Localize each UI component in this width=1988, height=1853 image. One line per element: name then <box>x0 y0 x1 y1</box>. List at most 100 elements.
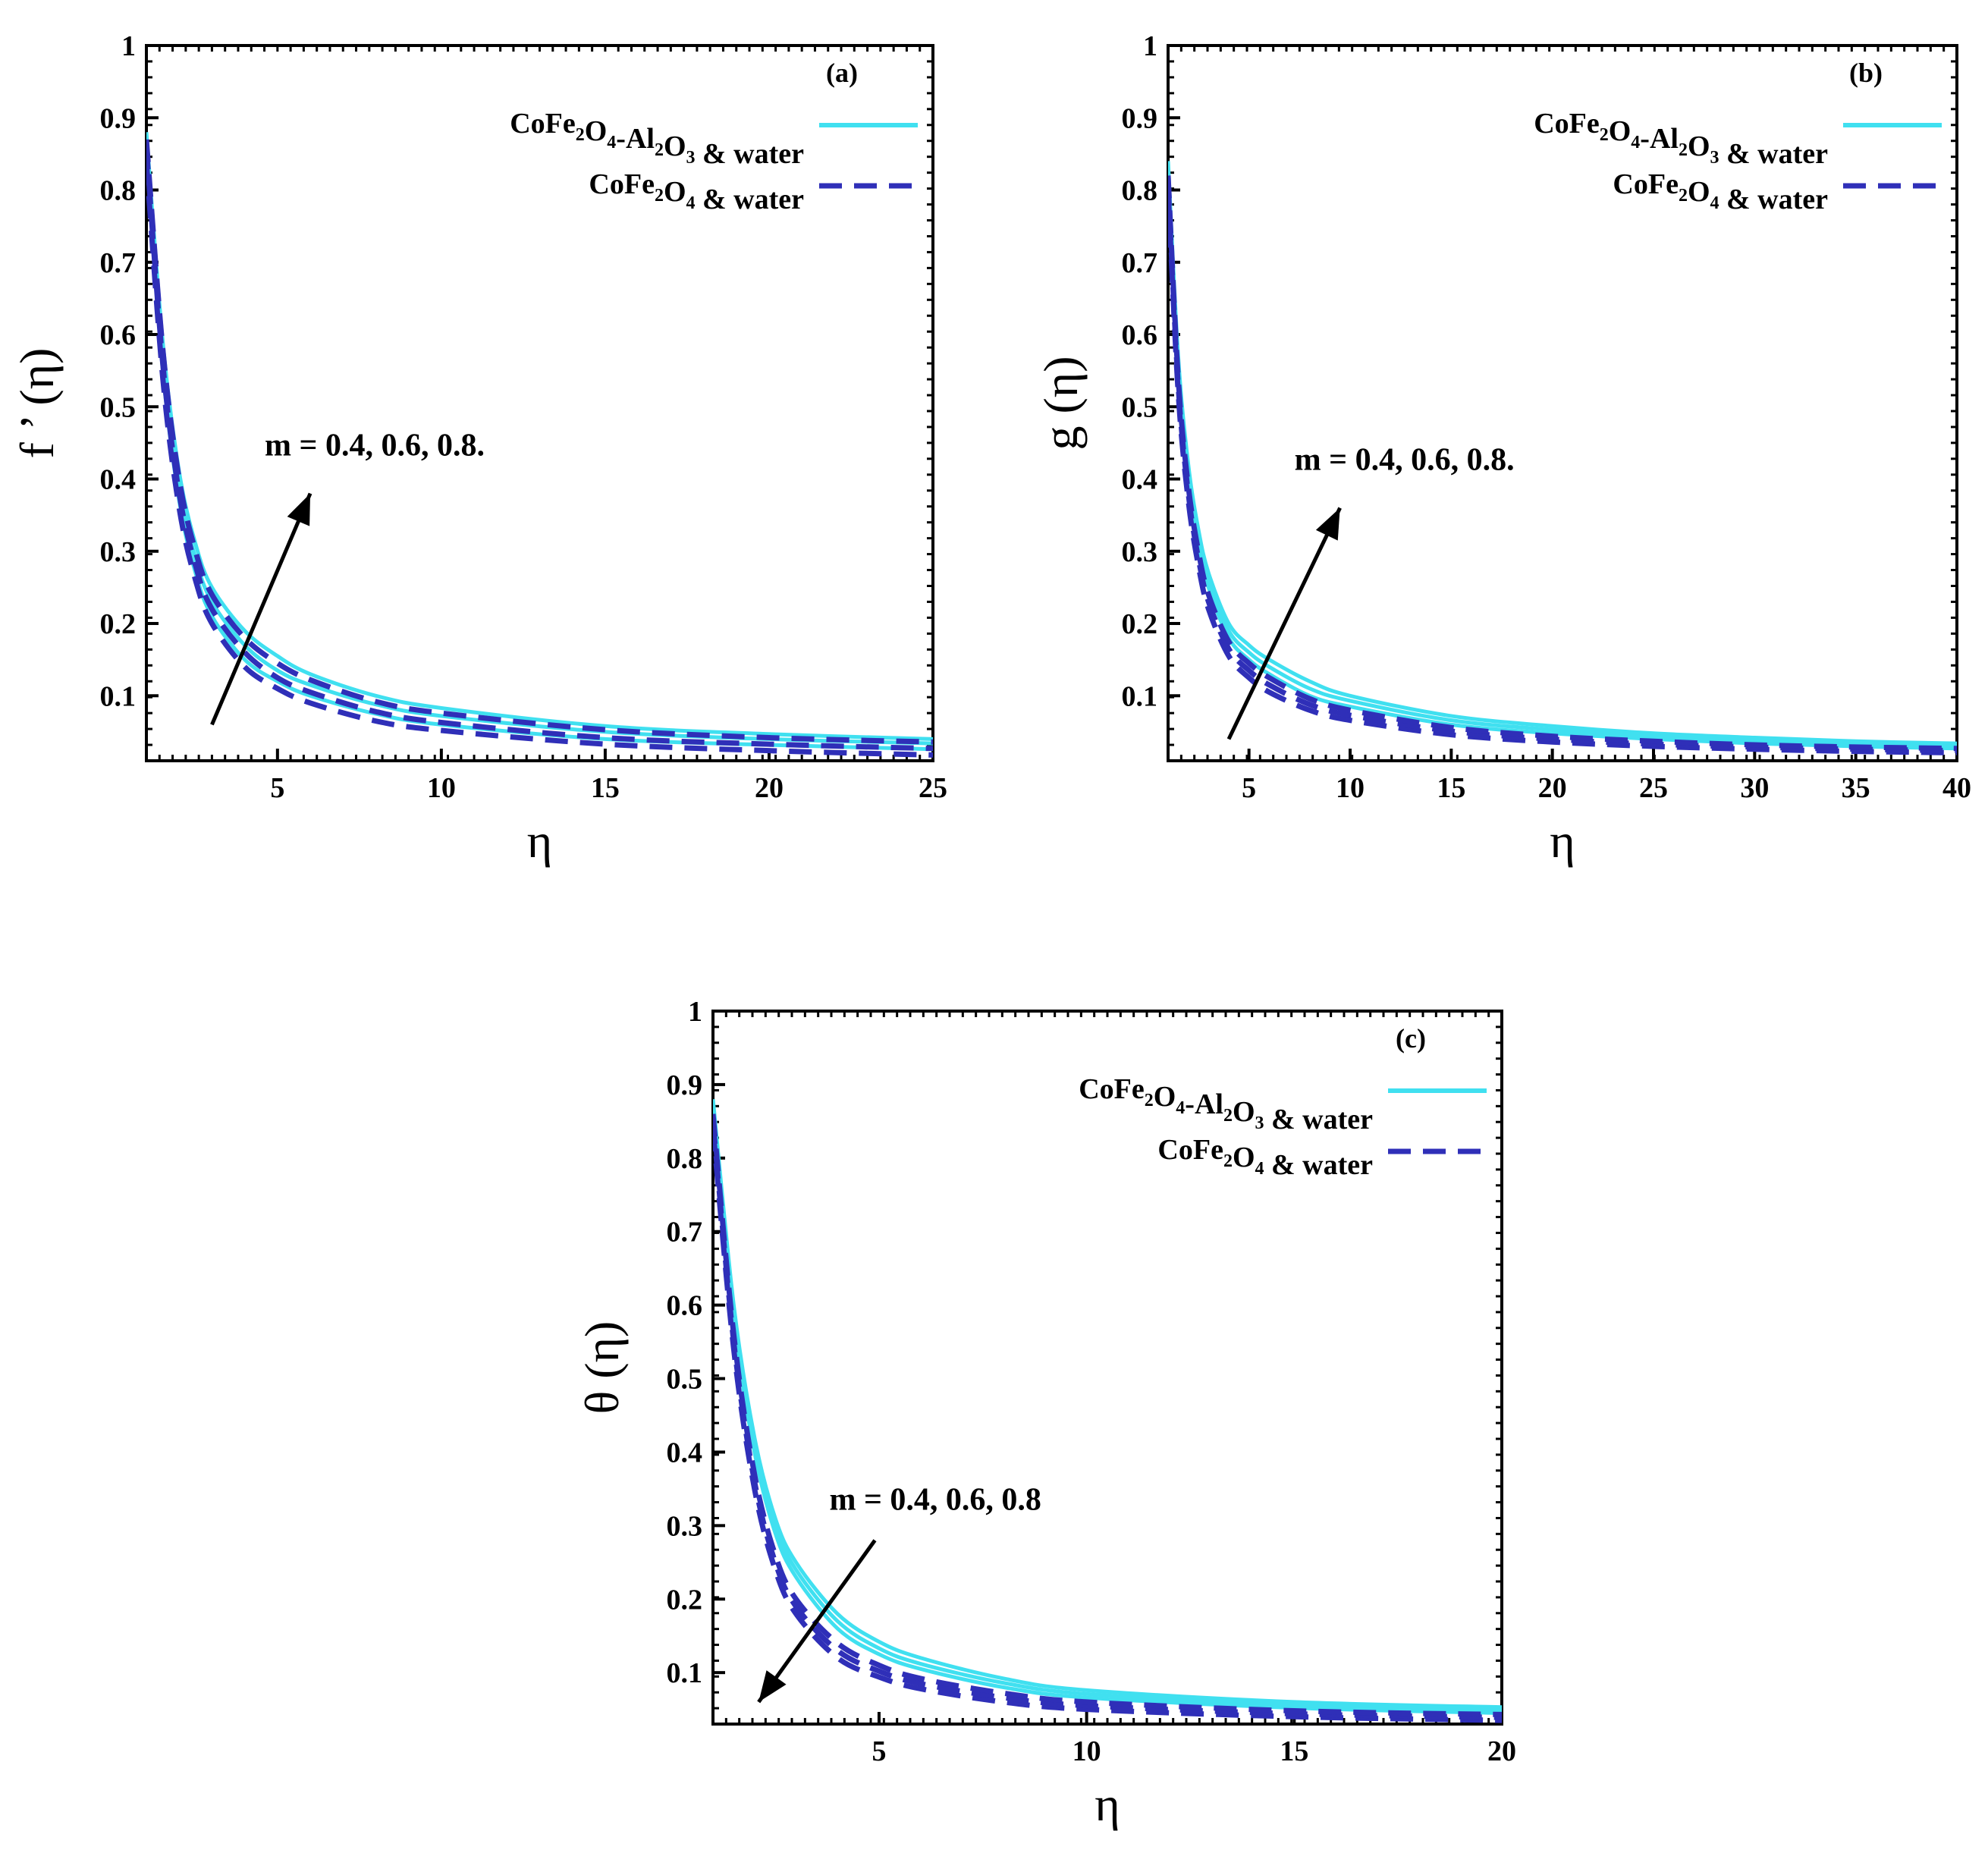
legend-text-part: -Al <box>616 123 655 155</box>
panel-tag: (b) <box>1849 58 1883 88</box>
series-group <box>146 132 933 758</box>
y-tick-label: 0.3 <box>667 1510 703 1542</box>
chart-panel-a: 5 10 15 20 25 0.1 0.2 0.3 0.4 0.5 0.6 0.7 0.8 0.9 1 η f … <box>10 30 947 868</box>
x-axis-label: η <box>1094 1777 1120 1831</box>
y-tick-label: 0.7 <box>100 247 137 279</box>
x-tick-label: 20 <box>1538 772 1567 804</box>
y-tick-label: 0.8 <box>1122 175 1158 207</box>
x-tick-label: 35 <box>1842 772 1870 804</box>
plot-frame <box>1167 44 1958 762</box>
legend-text-part: 3 <box>686 148 696 168</box>
legend-text-part: 4 <box>686 193 696 213</box>
legend-text-part: 2 <box>655 140 664 160</box>
y-tick-label: 0.3 <box>1122 536 1158 568</box>
legend-text-part: & water <box>696 138 805 170</box>
y-tick-label: 0.2 <box>1122 608 1158 640</box>
y-tick-label: 0.1 <box>100 680 137 712</box>
y-tick-label: 0.5 <box>1122 391 1158 423</box>
legend-text-part: O <box>1688 130 1710 162</box>
x-tick-label: 5 <box>872 1735 886 1767</box>
y-tick-label: 0.9 <box>667 1069 703 1101</box>
legend-text-part: 2 <box>1679 140 1688 160</box>
y-tick-label: 0.2 <box>100 608 137 640</box>
legend-text-part: 4 <box>607 133 616 152</box>
series-line-hybrid-m0.8 <box>1168 161 1957 746</box>
legend-text-part: & water <box>1264 1149 1374 1181</box>
y-tick-label: 0.6 <box>667 1290 703 1322</box>
y-tick-label: 1 <box>688 996 702 1028</box>
y-tick-label: 0.3 <box>100 536 137 568</box>
legend-text-part: 2 <box>576 125 585 145</box>
legend-text-part: & water <box>1264 1104 1374 1135</box>
y-tick-label: 0.6 <box>1122 319 1158 351</box>
legend-text-part: O <box>1233 1142 1255 1173</box>
legend-text-part: O <box>664 130 686 162</box>
y-tick-label: 0.7 <box>1122 247 1158 279</box>
y-tick-label: 0.7 <box>667 1217 703 1248</box>
legend-text-part: 4 <box>1631 133 1640 152</box>
minor-ticks <box>1168 46 1957 761</box>
minor-ticks <box>713 1011 1502 1724</box>
legend-text-part: CoFe <box>1534 108 1600 140</box>
legend-text-part: & water <box>1719 184 1829 215</box>
legend-text-part: -Al <box>1185 1088 1223 1120</box>
legend-text-part: CoFe <box>1613 168 1679 200</box>
legend-text-part: 3 <box>1710 148 1719 168</box>
legend-entry: CoFe2O4-Al2O3 & water <box>510 108 804 170</box>
y-tick-label: 0.4 <box>100 464 137 496</box>
y-tick-label: 0.1 <box>1122 680 1158 712</box>
x-tick-label: 20 <box>755 772 784 804</box>
y-tick-label: 0.1 <box>667 1657 703 1689</box>
series-line-mono-m0.4 <box>713 1128 1502 1723</box>
annotation-arrow <box>1226 507 1342 740</box>
x-tick-label: 15 <box>1437 772 1465 804</box>
legend-text-part: 2 <box>1145 1091 1154 1110</box>
series-line-hybrid-m0.8 <box>146 132 933 741</box>
y-tick-label: 0.9 <box>1122 102 1158 134</box>
panel-tag: (a) <box>826 58 858 88</box>
legend-text-part: CoFe <box>1157 1134 1223 1166</box>
x-tick-label: 5 <box>1242 772 1256 804</box>
legend-text-part: CoFe <box>510 108 576 140</box>
y-tick-label: 0.8 <box>100 175 137 207</box>
chart-panel-c: 5 10 15 20 0.1 0.2 0.3 0.4 0.5 0.6 0.7 0.8 0.9 1 η θ (η… <box>575 996 1516 1831</box>
y-tick-label: 0.8 <box>667 1143 703 1175</box>
x-tick-label: 15 <box>1280 1735 1308 1767</box>
series-line-mono-m0.4 <box>146 161 933 758</box>
legend-text-part: 2 <box>1679 186 1688 206</box>
legend-text-part: 4 <box>1176 1098 1185 1118</box>
legend-text-part: 2 <box>1600 125 1609 145</box>
series-group <box>713 1099 1502 1723</box>
legend-text-part: O <box>1233 1096 1255 1128</box>
y-tick-label: 0.5 <box>100 391 137 423</box>
legend-text-part: CoFe <box>1079 1073 1145 1105</box>
series-line-hybrid-m0.6 <box>1168 168 1957 748</box>
y-axis-label: θ (η) <box>575 1321 629 1415</box>
legend-text-part: 2 <box>1223 1151 1233 1171</box>
x-tick-label: 5 <box>270 772 284 804</box>
x-tick-label: 10 <box>427 772 456 804</box>
x-tick-label: 10 <box>1073 1735 1101 1767</box>
legend-text-part: & water <box>1719 138 1829 170</box>
legend-text-part: 3 <box>1255 1113 1264 1133</box>
legend-text-part: O <box>1688 176 1710 208</box>
legend-text-part: O <box>664 176 686 208</box>
y-tick-label: 0.5 <box>667 1364 703 1396</box>
y-tick-label: 0.9 <box>100 102 137 134</box>
legend-text-part: 4 <box>1255 1159 1264 1179</box>
series-line-mono-m0.8 <box>713 1113 1502 1717</box>
series-line-hybrid-m0.4 <box>713 1113 1502 1715</box>
x-tick-label: 25 <box>1639 772 1668 804</box>
y-tick-label: 0.4 <box>667 1437 703 1468</box>
legend-entry: CoFe2O4 & water <box>589 168 804 215</box>
annotation-label: m = 0.4, 0.6, 0.8. <box>265 429 485 463</box>
x-axis-label: η <box>1550 814 1575 868</box>
legend-entry: CoFe2O4-Al2O3 & water <box>1534 108 1828 170</box>
legend-text-part: 2 <box>1223 1106 1233 1126</box>
legend-entry: CoFe2O4 & water <box>1613 168 1828 215</box>
y-axis-label: g (η) <box>1034 356 1088 450</box>
x-tick-label: 25 <box>919 772 947 804</box>
legend-text-part: 4 <box>1710 193 1719 213</box>
legend-text-part: 2 <box>655 186 664 206</box>
